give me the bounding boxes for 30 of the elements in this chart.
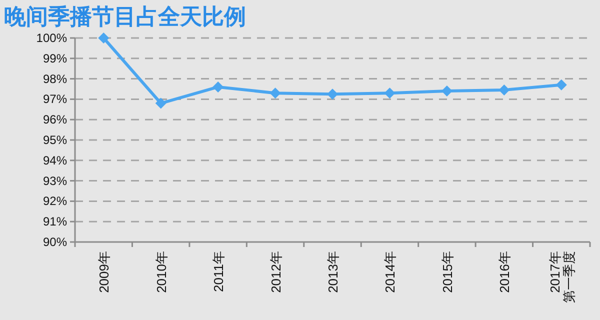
y-tick-label: 100% [36, 31, 68, 45]
point [212, 81, 224, 92]
x-tick-label: 2010年 [154, 251, 169, 293]
x-tick-label: 2015年 [440, 251, 455, 293]
x-tick-label: 2011年 [211, 251, 226, 292]
point [327, 88, 338, 100]
y-tick-label: 91% [42, 214, 68, 229]
x-tick-label: 2017年第一季度 [547, 251, 576, 303]
point [270, 88, 281, 99]
y-tick-label: 90% [42, 235, 68, 249]
x-tick-label: 2013年 [326, 251, 340, 293]
point [155, 98, 166, 109]
y-tick-label: 96% [42, 112, 68, 127]
x-tick-label: 2012年 [268, 251, 284, 293]
y-tick-label: 97% [42, 92, 68, 106]
point [498, 84, 510, 96]
x-tick-label: 2016年 [497, 251, 512, 293]
y-tick-label: 94% [42, 153, 68, 168]
x-tick-label: 2009年 [96, 251, 112, 293]
y-tick-label: 98% [42, 72, 68, 86]
point [98, 32, 110, 44]
y-tick-label: 99% [42, 51, 68, 66]
chart-title: 晚间季播节目占全天比例 [4, 5, 246, 30]
y-tick-label: 92% [42, 194, 68, 208]
x-tick-label: 2014年 [382, 251, 398, 293]
point [441, 86, 452, 97]
y-tick-label: 95% [42, 133, 68, 147]
y-tick-label: 93% [42, 174, 68, 188]
point [556, 79, 567, 90]
point [384, 88, 396, 99]
